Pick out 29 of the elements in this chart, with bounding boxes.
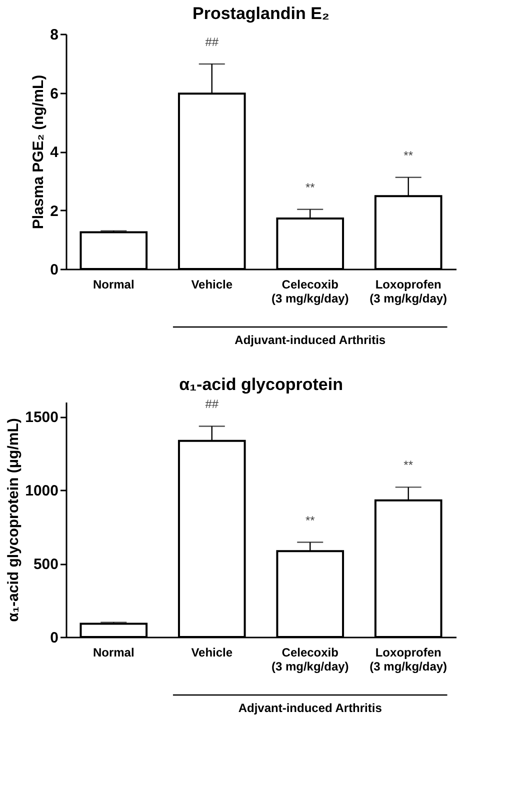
y-tick-label: 0 xyxy=(50,630,58,646)
y-tick-label: 4 xyxy=(50,144,60,161)
text: Adjuvant-induced Arthritis xyxy=(234,333,386,347)
y-axis-title: α₁-acid glycoprotein (μg/mL) xyxy=(5,418,22,622)
x-tick-label: Normal xyxy=(92,646,134,660)
annotation: ** xyxy=(305,180,316,194)
y-tick-label: 6 xyxy=(50,85,58,102)
text: Adjvant-induced Arthritis xyxy=(238,701,382,715)
y-tick-label: 1000 xyxy=(25,482,58,500)
y-tick-label: 500 xyxy=(33,556,58,574)
x-tick-label: Loxoprofen (3 mg/kg/day) xyxy=(370,646,448,674)
y-tick-label: 8 xyxy=(50,26,58,44)
x-tick-label: Celecoxib (3 mg/kg/day) xyxy=(271,278,349,306)
x-tick-label: Vehicle xyxy=(191,646,233,660)
chart-title: Prostaglandin E₂ xyxy=(192,4,330,23)
y-tick-label: 0 xyxy=(50,262,58,278)
annotation: ** xyxy=(404,458,414,472)
annotation: ## xyxy=(205,34,219,49)
x-tick-label: Loxoprofen (3 mg/kg/day) xyxy=(370,278,448,306)
x-tick-label: Celecoxib (3 mg/kg/day) xyxy=(271,646,349,674)
annotation: ** xyxy=(404,148,414,162)
y-axis-title: Plasma PGE₂ (ng/mL) xyxy=(30,74,48,230)
chart-title: α₁-acid glycoprotein xyxy=(179,375,343,394)
annotation: ** xyxy=(305,513,316,528)
y-tick-label: 2 xyxy=(50,202,58,220)
x-tick-label: Vehicle xyxy=(191,278,233,292)
x-tick-label: Normal xyxy=(92,278,134,292)
annotation: ## xyxy=(205,397,219,412)
y-tick-label: 1500 xyxy=(25,409,58,426)
